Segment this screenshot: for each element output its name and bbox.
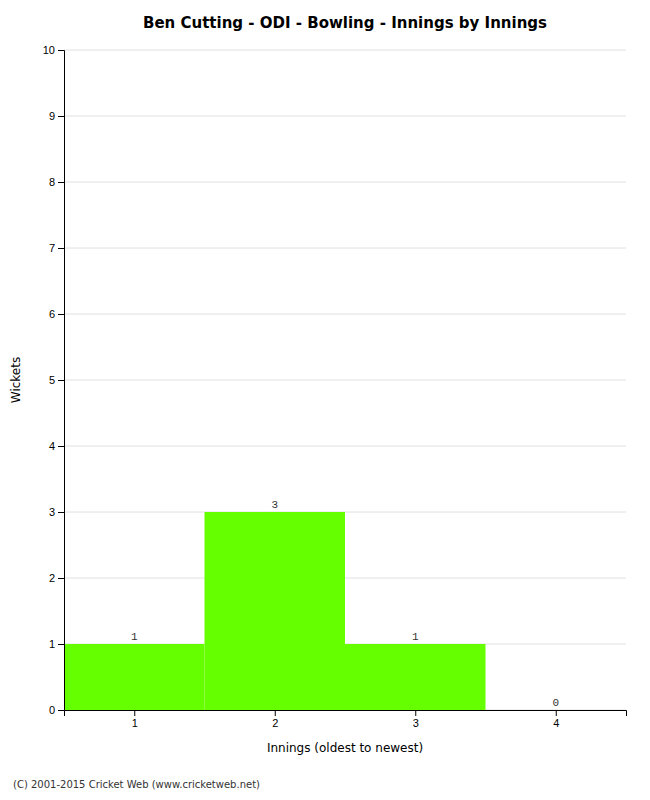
data-label: 0 bbox=[552, 697, 559, 709]
grid-line bbox=[64, 248, 626, 249]
tick-label: 10 bbox=[43, 44, 55, 56]
tick: 2 bbox=[49, 572, 64, 584]
tick-label: 2 bbox=[49, 572, 55, 584]
grid bbox=[64, 50, 626, 710]
tick-mark bbox=[58, 446, 64, 447]
tick: 6 bbox=[49, 308, 64, 320]
tick-mark bbox=[58, 578, 64, 579]
tick-label: 3 bbox=[49, 506, 55, 518]
tick-mark bbox=[58, 248, 64, 249]
tick-label: 5 bbox=[49, 374, 55, 386]
bars bbox=[64, 512, 486, 710]
tick-label: 7 bbox=[49, 242, 55, 254]
grid-line bbox=[64, 116, 626, 117]
data-label: 3 bbox=[271, 499, 278, 511]
grid-line bbox=[64, 380, 626, 381]
tick: 3 bbox=[413, 710, 419, 729]
data-labels: 1 3 1 0 bbox=[131, 499, 559, 709]
tick-mark bbox=[58, 380, 64, 381]
grid-line bbox=[64, 314, 626, 315]
tick-label: 6 bbox=[49, 308, 55, 320]
tick-label: 4 bbox=[49, 440, 55, 452]
tick-label: 2 bbox=[272, 717, 278, 729]
tick-label: 3 bbox=[413, 717, 419, 729]
bar bbox=[64, 644, 205, 710]
bar bbox=[205, 512, 346, 710]
tick-mark bbox=[58, 710, 64, 711]
tick-label: 1 bbox=[132, 717, 138, 729]
tick-label: 0 bbox=[49, 704, 55, 716]
plot-area: 13100123456789101234 bbox=[43, 44, 627, 729]
tick: 9 bbox=[49, 110, 64, 122]
tick: 8 bbox=[49, 176, 64, 188]
tick: 2 bbox=[272, 710, 278, 729]
tick: 4 bbox=[49, 440, 64, 452]
tick-mark bbox=[275, 710, 276, 716]
tick: 3 bbox=[49, 506, 64, 518]
tick: 4 bbox=[553, 710, 559, 729]
tick: 1 bbox=[49, 638, 64, 650]
chart: 13100123456789101234Ben Cutting - ODI - … bbox=[0, 0, 650, 800]
tick-mark bbox=[58, 512, 64, 513]
axis-line bbox=[58, 51, 65, 711]
axis-line bbox=[65, 711, 627, 717]
tick-label: 4 bbox=[553, 717, 559, 729]
tick: 0 bbox=[49, 704, 64, 716]
tick-mark bbox=[58, 116, 64, 117]
data-label: 1 bbox=[131, 631, 138, 643]
tick-mark bbox=[556, 710, 557, 716]
bar bbox=[345, 644, 486, 710]
tick-mark bbox=[58, 182, 64, 183]
tick: 10 bbox=[43, 44, 64, 56]
tick-mark bbox=[415, 710, 416, 716]
bar bbox=[486, 710, 627, 711]
tick-label: 1 bbox=[49, 638, 55, 650]
footer: (C) 2001-2015 Cricket Web (www.cricketwe… bbox=[13, 779, 260, 790]
tick: 1 bbox=[132, 710, 138, 729]
tick-label: 8 bbox=[49, 176, 55, 188]
y-axis-title: Wickets bbox=[9, 357, 23, 403]
tick-label: 9 bbox=[49, 110, 55, 122]
grid-line bbox=[64, 446, 626, 447]
x-axis-title: Innings (oldest to newest) bbox=[267, 741, 423, 755]
tick-mark bbox=[134, 710, 135, 716]
grid-line bbox=[64, 182, 626, 183]
data-label: 1 bbox=[412, 631, 419, 643]
grid-line bbox=[64, 50, 626, 51]
tick-mark bbox=[58, 644, 64, 645]
tick-mark bbox=[58, 50, 64, 51]
x-axis: 1 2 3 4 bbox=[65, 710, 627, 729]
tick: 7 bbox=[49, 242, 64, 254]
title: Ben Cutting - ODI - Bowling - Innings by… bbox=[143, 14, 547, 32]
tick: 5 bbox=[49, 374, 64, 386]
tick-mark bbox=[58, 314, 64, 315]
y-axis: 0 1 2 3 4 5 6 7 8 9 10 bbox=[43, 44, 65, 716]
